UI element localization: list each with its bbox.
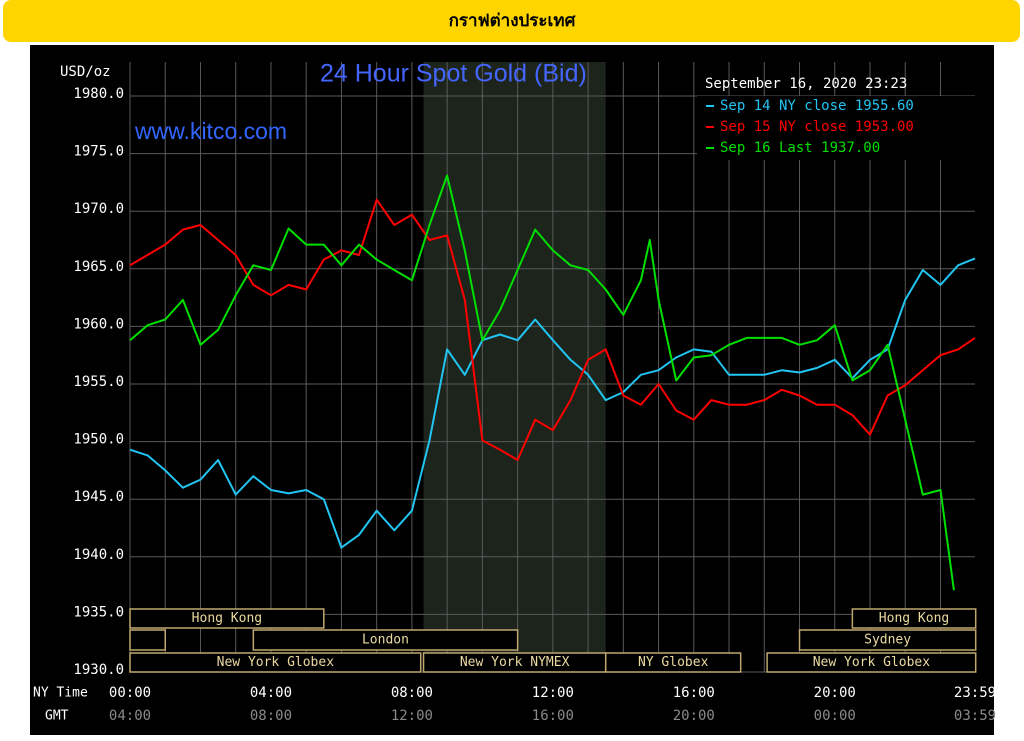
session-box xyxy=(851,608,977,629)
session-label: London xyxy=(362,633,409,648)
series-line xyxy=(129,174,955,591)
y-tick-label: 1970.0 xyxy=(73,201,124,217)
header-bar xyxy=(3,0,1020,42)
session-box xyxy=(798,629,977,651)
session-box xyxy=(129,652,422,673)
y-tick-label: 1965.0 xyxy=(73,259,124,275)
x-tick-label: 00:00 xyxy=(109,685,151,701)
gmt-tick-label: 16:00 xyxy=(532,708,574,724)
legend-box xyxy=(697,96,977,160)
session-box xyxy=(129,608,325,629)
plot xyxy=(129,62,976,673)
gmt-tick-label: 20:00 xyxy=(673,708,715,724)
session-box xyxy=(604,652,742,673)
gmt-tick-label: 00:00 xyxy=(814,708,856,724)
session-label: NY Globex xyxy=(638,655,709,670)
x-tick-label: 08:00 xyxy=(391,685,433,701)
y-tick-label: 1935.0 xyxy=(73,604,124,620)
gmt-tick-label: 03:59 xyxy=(954,708,996,724)
header-title: กราฟต่างประเทศ xyxy=(449,11,577,31)
session-box xyxy=(252,629,519,651)
y-tick-label: 1945.0 xyxy=(73,489,124,505)
legend-label: Sep 14 NY close 1955.60 xyxy=(720,98,914,114)
y-axis-label: USD/oz xyxy=(60,64,111,80)
y-tick-label: 1955.0 xyxy=(73,374,124,390)
session-label: Sydney xyxy=(864,633,911,648)
x-tick-label: 20:00 xyxy=(814,685,856,701)
x2-axis-label: GMT xyxy=(45,709,69,724)
gmt-tick-label: 04:00 xyxy=(109,708,151,724)
watermark: www.kitco.com xyxy=(134,118,287,144)
chart-title: 24 Hour Spot Gold (Bid) xyxy=(320,60,587,88)
session-label: New York Globex xyxy=(813,655,931,670)
x-tick-label: 12:00 xyxy=(532,685,574,701)
session-box xyxy=(766,652,977,673)
x-tick-label: 04:00 xyxy=(250,685,292,701)
gmt-tick-label: 12:00 xyxy=(391,708,433,724)
timestamp: September 16, 2020 23:23 xyxy=(705,76,907,92)
y-tick-label: 1930.0 xyxy=(73,662,124,678)
x-tick-label: 23:59 xyxy=(954,685,996,701)
series-line xyxy=(129,257,976,549)
session-label: New York Globex xyxy=(217,655,335,670)
session-label: Hong Kong xyxy=(192,611,262,626)
x-tick-label: 16:00 xyxy=(673,685,715,701)
nymex-shade xyxy=(423,62,606,672)
series-line xyxy=(129,198,976,461)
gmt-tick-label: 08:00 xyxy=(250,708,292,724)
session-box xyxy=(129,629,166,651)
y-tick-label: 1950.0 xyxy=(73,432,124,448)
session-label: Hong Kong xyxy=(879,611,949,626)
session-label: New York NYMEX xyxy=(460,655,570,670)
legend-label: Sep 15 NY close 1953.00 xyxy=(720,119,914,135)
y-tick-label: 1980.0 xyxy=(73,86,124,102)
y-tick-label: 1960.0 xyxy=(73,316,124,332)
legend-label: Sep 16 Last 1937.00 xyxy=(720,140,880,156)
y-tick-label: 1940.0 xyxy=(73,547,124,563)
x-axis-label: NY Time xyxy=(33,686,88,701)
y-tick-label: 1975.0 xyxy=(73,144,124,160)
